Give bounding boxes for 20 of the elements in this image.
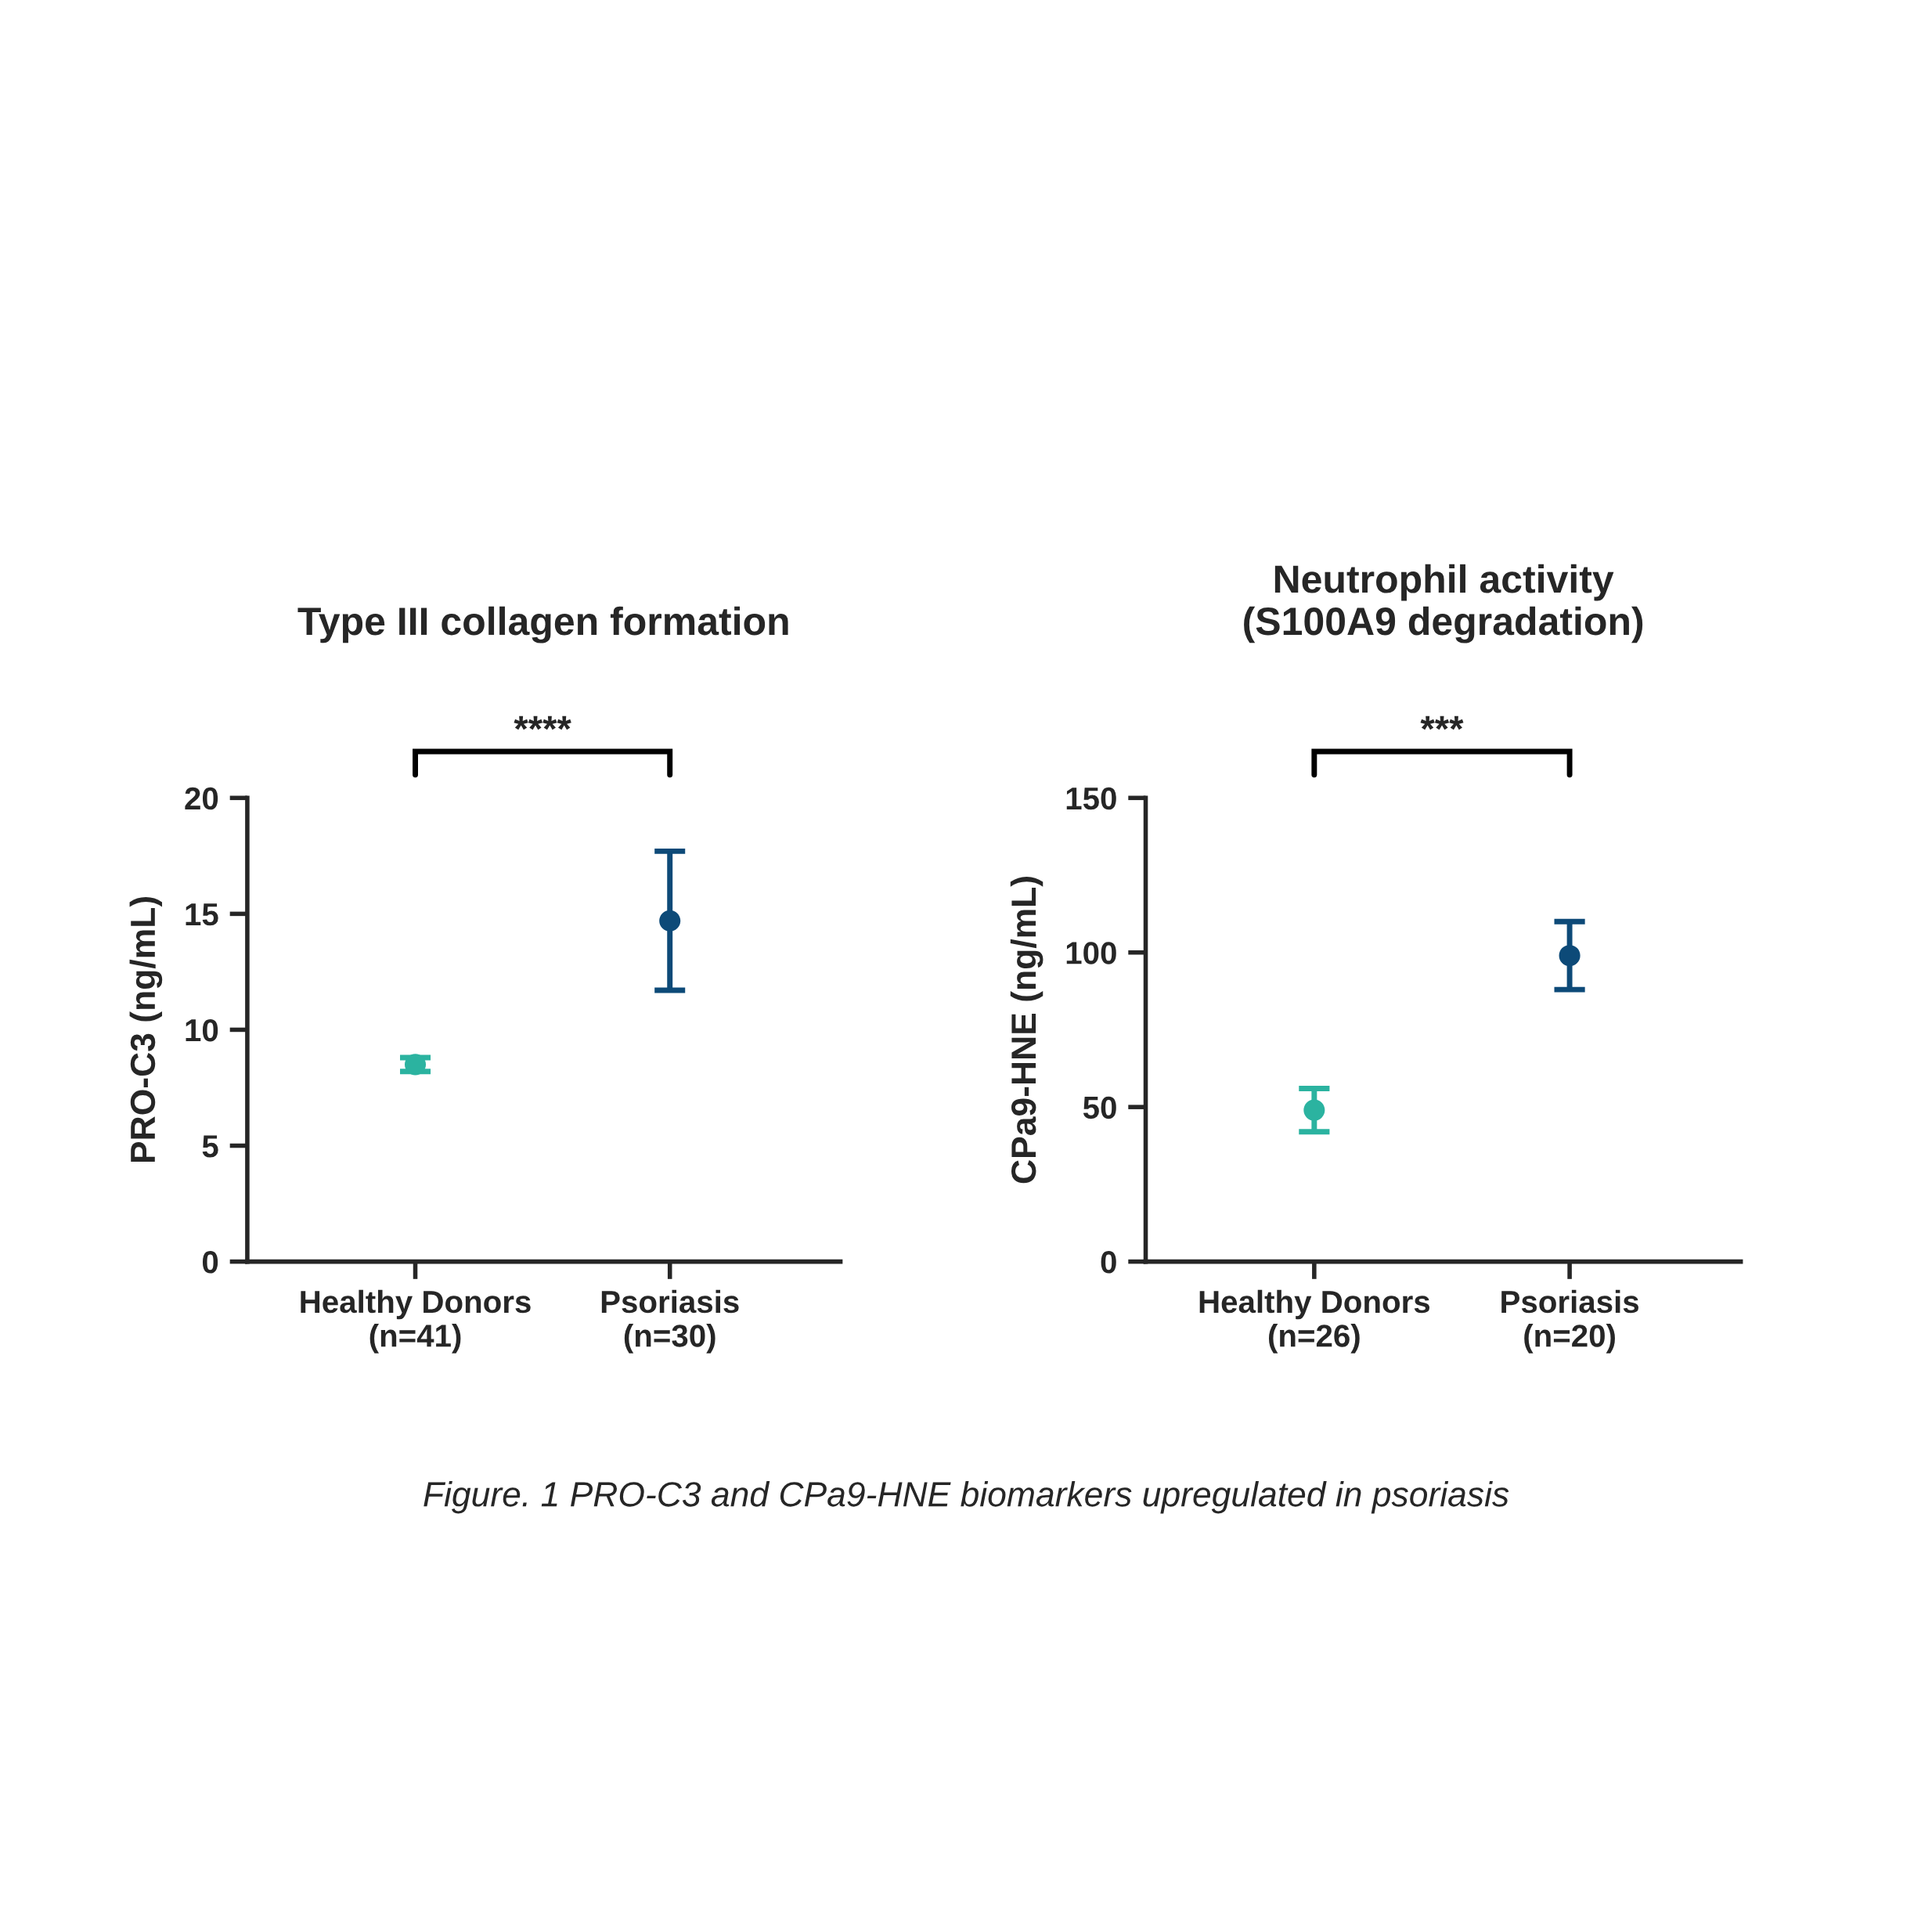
y-axis-title: PRO-C3 (ng/mL) xyxy=(129,897,163,1162)
text: Figure. 1 PRO-C3 and CPa9-HNE biomarkers upregulated in psoriasis xyxy=(424,1480,1509,1514)
y-tick-label: 0 xyxy=(202,1251,218,1274)
chart-title: Neutrophil activity (S100A9 degradation) xyxy=(1244,564,1643,643)
y-tick-label: 50 xyxy=(1083,1096,1116,1119)
y-tick-label: 15 xyxy=(186,903,218,926)
x-tick-label: Healthy Donors (n=41) xyxy=(301,1289,531,1353)
y-tick-label: 150 xyxy=(1066,787,1116,810)
text: *** xyxy=(1420,715,1464,730)
x-tick-label: Healthy Donors (n=26) xyxy=(1199,1289,1430,1353)
y-axis-title: CPa9-HNE (ng/mL) xyxy=(1010,877,1043,1184)
y-tick-label: 0 xyxy=(1101,1251,1116,1274)
y-tick-label: 100 xyxy=(1066,942,1116,964)
y-tick-label: 5 xyxy=(202,1135,218,1158)
text: **** xyxy=(514,715,571,730)
y-tick-label: 10 xyxy=(186,1018,218,1042)
y-tick-label: 20 xyxy=(185,787,218,810)
chart-title: Type III collagen formation xyxy=(297,606,788,643)
x-tick-label: Psoriasis (n=20) xyxy=(1501,1289,1638,1353)
x-tick-label: Psoriasis (n=30) xyxy=(601,1289,739,1353)
